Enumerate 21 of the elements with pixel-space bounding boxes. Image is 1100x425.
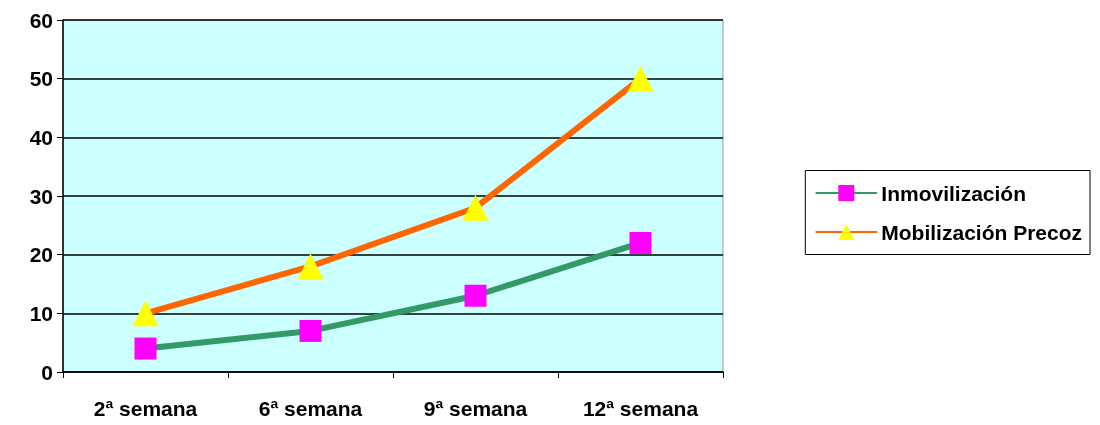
y-tick-label: 30 xyxy=(29,184,53,208)
point xyxy=(629,231,652,254)
x-tick-label: 2ª semana xyxy=(93,397,198,420)
point xyxy=(462,194,489,221)
y-tick-label: 20 xyxy=(29,243,53,267)
y-tick-label: 50 xyxy=(29,67,53,91)
y-tick-label: 60 xyxy=(29,8,53,32)
legend-label: Inmovilización xyxy=(881,181,1026,205)
y-tick-label: 10 xyxy=(29,301,53,325)
point xyxy=(134,337,157,360)
y-tick-label: 40 xyxy=(29,125,53,149)
point xyxy=(627,65,654,92)
y-tick-label: 0 xyxy=(41,360,53,384)
x-tick-label: 6ª semana xyxy=(258,397,363,420)
legend-label: Mobilización Precoz xyxy=(881,220,1082,244)
point xyxy=(464,284,487,307)
point xyxy=(297,253,324,280)
x-tick-label: 12ª semana xyxy=(582,397,699,420)
point xyxy=(132,300,159,327)
point xyxy=(299,319,322,342)
x-tick-label: 9ª semana xyxy=(423,397,528,420)
